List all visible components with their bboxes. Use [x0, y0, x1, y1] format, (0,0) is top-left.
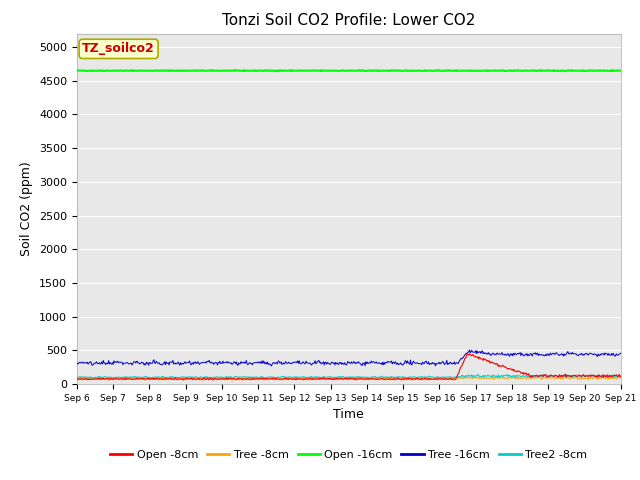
X-axis label: Time: Time [333, 408, 364, 421]
Title: Tonzi Soil CO2 Profile: Lower CO2: Tonzi Soil CO2 Profile: Lower CO2 [222, 13, 476, 28]
Y-axis label: Soil CO2 (ppm): Soil CO2 (ppm) [20, 161, 33, 256]
Legend: Open -8cm, Tree -8cm, Open -16cm, Tree -16cm, Tree2 -8cm: Open -8cm, Tree -8cm, Open -16cm, Tree -… [106, 445, 592, 465]
Text: TZ_soilco2: TZ_soilco2 [82, 42, 155, 55]
